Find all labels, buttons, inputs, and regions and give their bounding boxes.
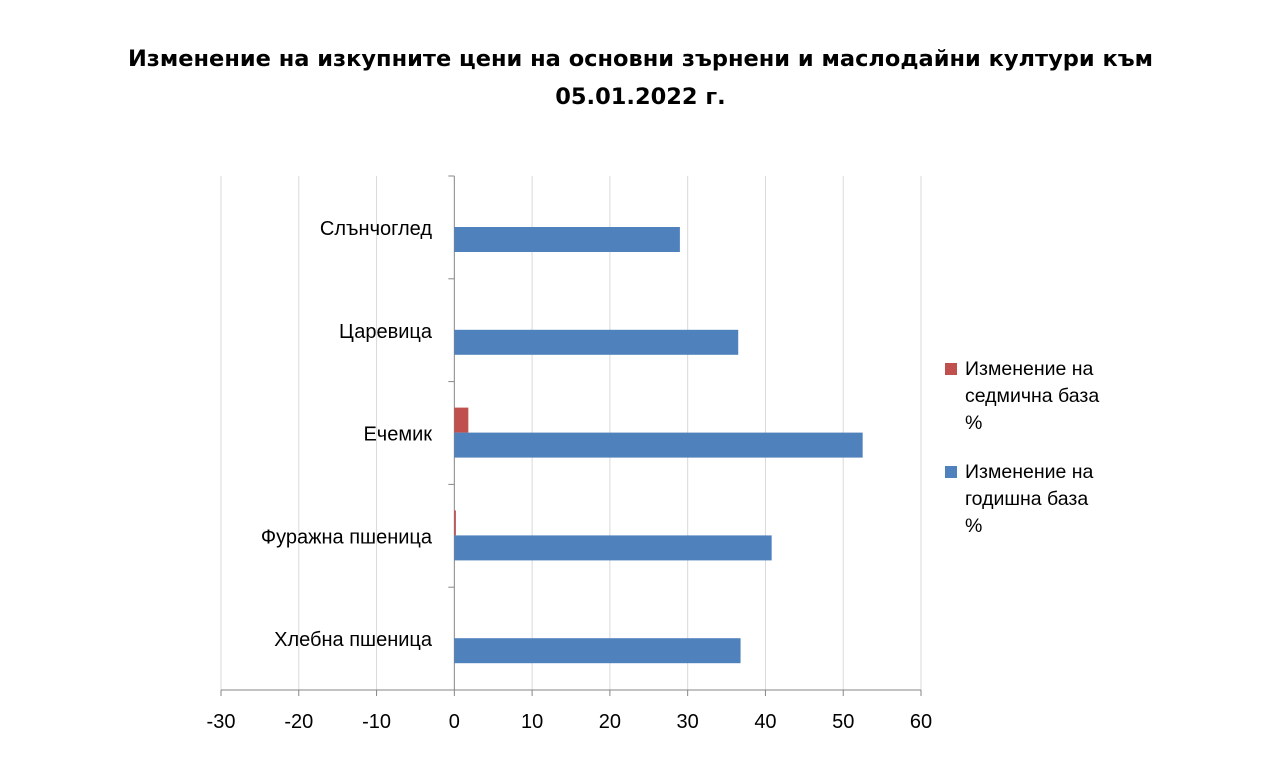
x-tick-label-9: 60 <box>910 711 932 733</box>
bar-yearly-1 <box>454 329 739 355</box>
legend: Изменение на седмична база % Изменение н… <box>945 356 1145 562</box>
chart-title-line-1: Изменение на изкупните цени на основни з… <box>127 46 1154 72</box>
category-label-4: Хлебна пшеница <box>274 629 433 651</box>
legend-label-yearly: Изменение на годишна база % <box>965 461 1094 537</box>
chart-title: Изменение на изкупните цени на основни з… <box>0 40 1281 116</box>
bar-yearly-2 <box>454 432 863 458</box>
category-label-0: Слънчоглед <box>320 218 432 240</box>
x-tick-label-0: -30 <box>207 711 236 733</box>
x-tick-label-4: 10 <box>521 711 543 733</box>
category-label-1: Царевица <box>339 321 433 343</box>
bar-yearly-0 <box>454 227 680 252</box>
category-label-2: Ечемик <box>363 424 432 446</box>
legend-item-weekly: Изменение на седмична база % <box>945 356 1145 437</box>
bar-weekly-3 <box>454 510 456 536</box>
x-tick-label-3: 0 <box>449 711 460 733</box>
x-tick-label-1: -20 <box>284 711 313 733</box>
x-tick-label-5: 20 <box>599 711 621 733</box>
x-tick-label-7: 40 <box>754 711 776 733</box>
bar-weekly-2 <box>454 407 469 433</box>
category-label-3: Фуражна пшеница <box>261 526 433 548</box>
chart-title-line-2: 05.01.2022 г. <box>555 84 726 110</box>
x-tick-label-8: 50 <box>832 711 854 733</box>
bar-yearly-3 <box>454 535 772 561</box>
x-tick-label-2: -10 <box>362 711 391 733</box>
bar-yearly-4 <box>454 638 741 664</box>
legend-swatch-weekly <box>945 363 957 375</box>
legend-item-yearly: Изменение на годишна база % <box>945 459 1145 540</box>
legend-label-weekly: Изменение на седмична база % <box>965 358 1100 434</box>
legend-swatch-yearly <box>945 466 957 478</box>
x-tick-label-6: 30 <box>677 711 699 733</box>
